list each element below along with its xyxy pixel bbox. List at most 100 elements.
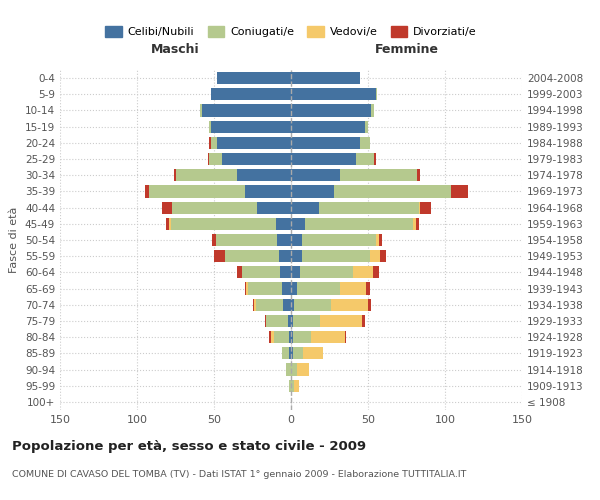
Bar [345, 331, 346, 343]
Bar [293, 315, 320, 327]
Bar [149, 186, 245, 198]
Bar [202, 104, 291, 117]
Bar [169, 218, 171, 230]
Bar [320, 315, 362, 327]
Bar [291, 266, 300, 278]
Bar [291, 218, 305, 230]
Bar [362, 315, 365, 327]
Bar [291, 88, 376, 101]
Bar [376, 234, 379, 246]
Bar [289, 331, 291, 343]
Bar [421, 202, 431, 213]
Bar [291, 331, 293, 343]
Bar [291, 348, 293, 360]
Bar [379, 234, 382, 246]
Bar [214, 250, 225, 262]
Bar [291, 137, 360, 149]
Legend: Celibi/Nubili, Coniugati/e, Vedovi/e, Divorziati/e: Celibi/Nubili, Coniugati/e, Vedovi/e, Di… [101, 21, 481, 42]
Bar [368, 298, 371, 311]
Bar [300, 266, 353, 278]
Bar [353, 266, 373, 278]
Bar [417, 169, 421, 181]
Bar [451, 186, 468, 198]
Bar [374, 153, 376, 165]
Bar [237, 266, 242, 278]
Bar [371, 104, 374, 117]
Y-axis label: Fasce di età: Fasce di età [10, 207, 19, 273]
Bar [291, 72, 360, 84]
Bar [311, 331, 345, 343]
Bar [416, 218, 419, 230]
Bar [171, 218, 275, 230]
Bar [209, 153, 222, 165]
Bar [237, 169, 291, 181]
Bar [419, 202, 421, 213]
Bar [282, 348, 289, 360]
Bar [245, 186, 291, 198]
Bar [217, 72, 291, 84]
Bar [360, 137, 370, 149]
Bar [200, 104, 202, 117]
Bar [380, 250, 386, 262]
Bar [294, 380, 299, 392]
Bar [256, 298, 283, 311]
Bar [334, 186, 451, 198]
Bar [291, 298, 294, 311]
Bar [293, 348, 304, 360]
Bar [297, 364, 310, 376]
Bar [215, 234, 277, 246]
Bar [288, 315, 291, 327]
Bar [283, 298, 291, 311]
Bar [367, 282, 370, 294]
Bar [293, 331, 311, 343]
Bar [211, 120, 291, 132]
Bar [340, 169, 417, 181]
Bar [176, 169, 237, 181]
Bar [376, 88, 377, 101]
Bar [304, 348, 323, 360]
Bar [274, 331, 289, 343]
Bar [174, 169, 176, 181]
Text: COMUNE DI CAVASO DEL TOMBA (TV) - Dati ISTAT 1° gennaio 2009 - Elaborazione TUTT: COMUNE DI CAVASO DEL TOMBA (TV) - Dati I… [12, 470, 466, 479]
Bar [291, 104, 371, 117]
Bar [291, 120, 365, 132]
Bar [291, 380, 294, 392]
Bar [365, 120, 368, 132]
Bar [166, 218, 169, 230]
Bar [413, 218, 416, 230]
Bar [356, 153, 374, 165]
Bar [269, 331, 271, 343]
Bar [291, 153, 356, 165]
Bar [254, 298, 256, 311]
Bar [291, 364, 297, 376]
Bar [211, 88, 291, 101]
Bar [331, 298, 368, 311]
Bar [289, 380, 291, 392]
Bar [291, 315, 293, 327]
Bar [294, 298, 331, 311]
Bar [172, 202, 257, 213]
Bar [277, 234, 291, 246]
Bar [280, 266, 291, 278]
Bar [222, 153, 291, 165]
Bar [305, 218, 413, 230]
Bar [302, 234, 376, 246]
Bar [225, 250, 278, 262]
Bar [370, 250, 380, 262]
Bar [302, 250, 370, 262]
Bar [257, 202, 291, 213]
Bar [248, 282, 282, 294]
Bar [208, 153, 209, 165]
Bar [161, 202, 172, 213]
Bar [297, 282, 340, 294]
Bar [245, 282, 247, 294]
Bar [373, 266, 379, 278]
Bar [145, 186, 149, 198]
Bar [209, 120, 211, 132]
Bar [291, 169, 340, 181]
Bar [265, 315, 266, 327]
Bar [209, 137, 211, 149]
Text: Femmine: Femmine [374, 44, 439, 57]
Bar [266, 315, 288, 327]
Bar [340, 282, 367, 294]
